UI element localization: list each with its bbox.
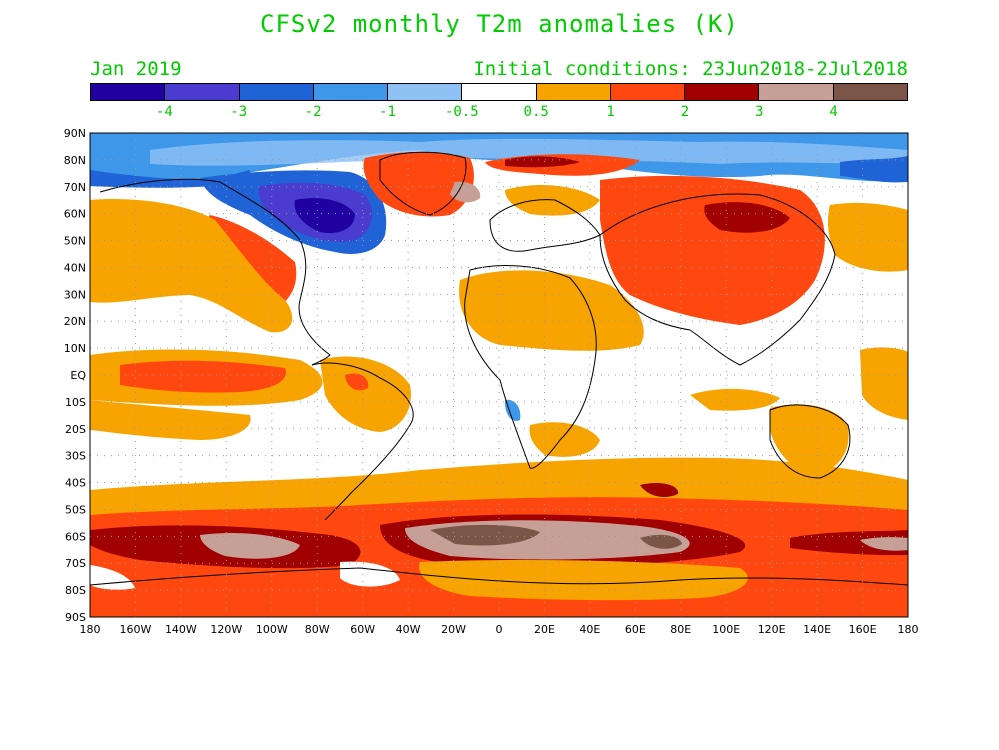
latitude-tick-label: 40S [65,477,86,490]
colorbar-swatch [388,84,463,100]
map-frame [89,132,909,618]
longitude-tick-label: 60W [350,623,375,636]
colorbar-swatch [165,84,240,100]
latitude-axis: 90N 80N 70N 60N 50N 40N 30N 20N 10N EQ 10S 20S 30S 40… [64,127,87,624]
latitude-tick-label: 30N [64,288,86,301]
longitude-tick-label: 40W [396,623,421,636]
colorbar-swatch [833,84,907,100]
longitude-tick-label: 100E [712,623,740,636]
longitude-tick-label: 180 [80,623,101,636]
colorbar-tick-label: -2 [304,104,322,120]
colorbar-tick-label: 0.5 [523,104,549,120]
longitude-tick-label: 80W [305,623,330,636]
latitude-tick-label: 60S [65,530,86,543]
colorbar-tick-label: 1 [606,104,615,120]
latitude-tick-label: 60N [64,208,86,221]
longitude-tick-label: 0 [496,623,503,636]
colorbar-swatch [759,84,834,100]
initial-conditions-label: Initial conditions: 23Jun2018-2Jul2018 [473,58,908,80]
colorbar-swatch [685,84,760,100]
colorbar-tick-label: -0.5 [444,104,479,120]
longitude-tick-label: 160E [849,623,877,636]
anomaly-field [90,133,908,617]
longitude-tick-label: 180 [898,623,919,636]
latitude-tick-label: 40N [64,261,86,274]
longitude-tick-label: 160W [120,623,152,636]
colorbar-swatch [536,84,611,100]
longitude-tick-label: 80E [670,623,691,636]
latitude-tick-label: 90N [64,127,86,140]
latitude-tick-label: 90S [65,611,86,624]
colorbar-swatch [313,84,389,100]
latitude-tick-label: 10S [65,396,86,409]
colorbar [90,83,908,101]
latitude-tick-label: 20N [64,315,86,328]
longitude-tick-label: 100W [256,623,288,636]
longitude-tick-label: 140E [803,623,831,636]
longitude-axis: 180 160W 140W 120W 100W 80W 60W 40W 20W 0 20E 40E 60… [80,623,919,636]
latitude-tick-label: EQ [70,369,86,382]
longitude-tick-label: 40E [579,623,600,636]
longitude-tick-label: 120W [210,623,242,636]
latitude-tick-label: 50S [65,503,86,516]
colorbar-tick-label: 3 [755,104,764,120]
longitude-tick-label: 120E [758,623,786,636]
latitude-tick-label: 50N [64,235,86,248]
colorbar-tick-label: 2 [680,104,690,120]
longitude-tick-label: 20W [441,623,466,636]
colorbar-swatch [610,84,686,100]
latitude-tick-label: 10N [64,342,86,355]
colorbar-tick-label: -3 [230,104,248,120]
longitude-tick-label: 60E [625,623,646,636]
latitude-tick-label: 70S [65,557,86,570]
colorbar-tick-label: -4 [155,104,173,120]
map-title: CFSv2 monthly T2m anomalies (K) [260,10,739,38]
longitude-tick-label: 140W [165,623,197,636]
latitude-tick-label: 80S [65,584,86,597]
latitude-tick-label: 80N [64,154,86,167]
colorbar-tick-label: 4 [829,104,838,120]
target-month-label: Jan 2019 [90,58,182,80]
colorbar-labels: -4 -3 -2 -1 -0.5 0.5 1 2 3 4 [90,104,908,122]
latitude-tick-label: 20S [65,423,86,436]
longitude-tick-label: 20E [534,623,555,636]
colorbar-tick-label: -1 [379,104,396,120]
latitude-tick-label: 70N [64,181,86,194]
colorbar-swatch [91,84,166,100]
colorbar-swatch [239,84,314,100]
colorbar-swatch [462,84,537,100]
latitude-tick-label: 30S [65,450,86,463]
